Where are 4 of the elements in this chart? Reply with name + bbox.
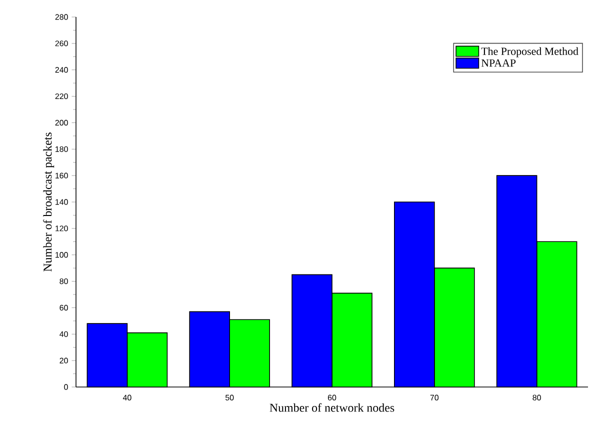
- y-axis-title: Number of broadcast packets: [43, 132, 54, 272]
- x-axis-title: Number of network nodes: [270, 403, 394, 412]
- legend-label: The Proposed Method: [481, 47, 578, 58]
- legend-label: NPAAP: [481, 59, 516, 67]
